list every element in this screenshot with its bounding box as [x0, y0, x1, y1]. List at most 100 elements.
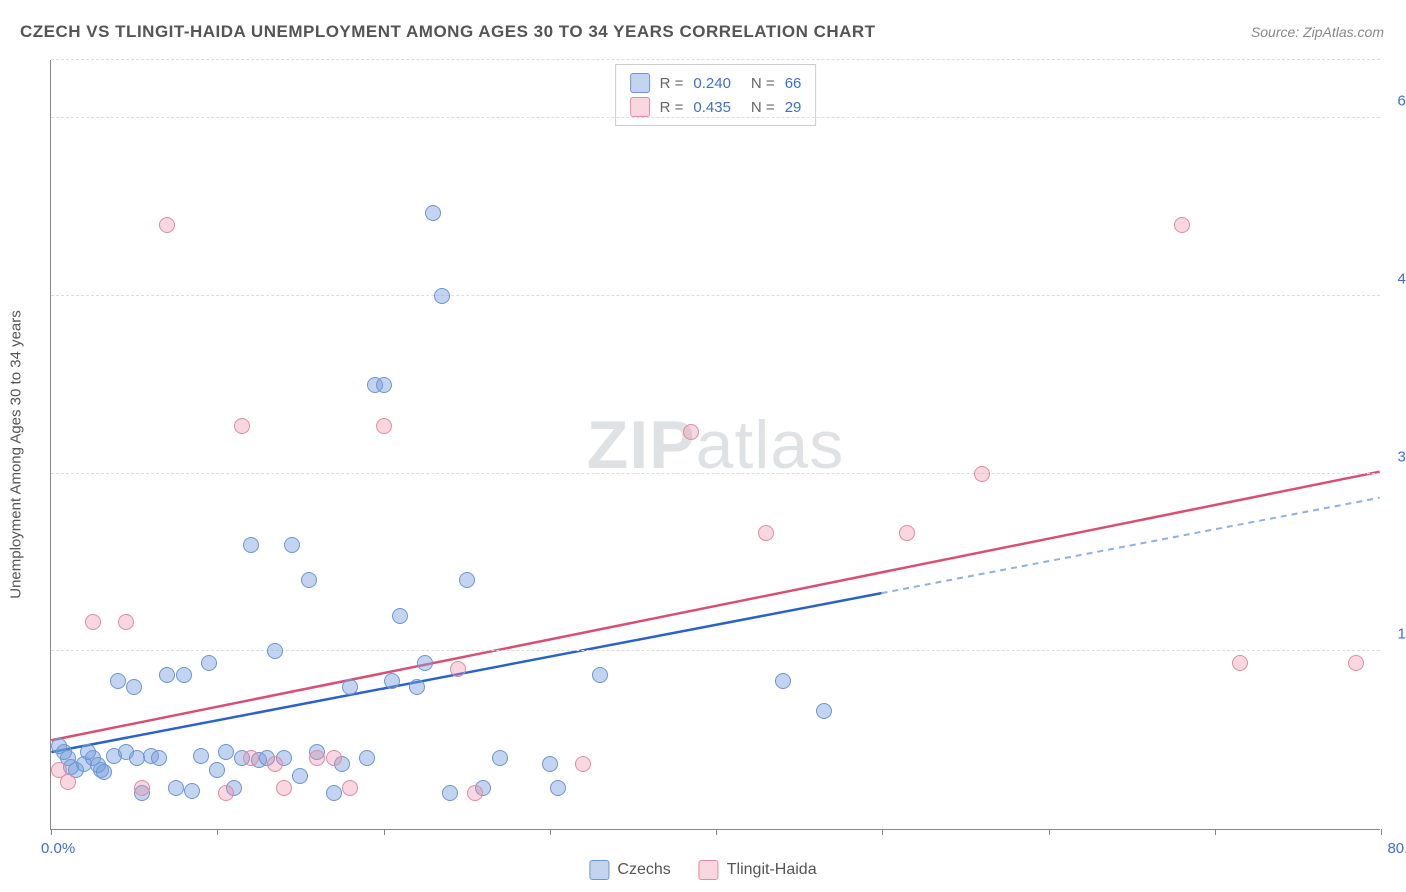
scatter-point — [450, 661, 466, 677]
scatter-point — [276, 780, 292, 796]
scatter-point — [592, 667, 608, 683]
scatter-point — [159, 217, 175, 233]
x-tick — [384, 829, 385, 835]
series-legend-item: Czechs — [589, 860, 670, 880]
scatter-point — [151, 750, 167, 766]
scatter-point — [492, 750, 508, 766]
scatter-point — [1174, 217, 1190, 233]
scatter-point — [309, 750, 325, 766]
scatter-point — [575, 756, 591, 772]
scatter-point — [442, 785, 458, 801]
scatter-point — [775, 673, 791, 689]
scatter-point — [816, 703, 832, 719]
scatter-point — [243, 537, 259, 553]
chart-container: CZECH VS TLINGIT-HAIDA UNEMPLOYMENT AMON… — [0, 0, 1406, 892]
scatter-point — [301, 572, 317, 588]
scatter-point — [1348, 655, 1364, 671]
y-tick-label: 15.0% — [1385, 626, 1406, 643]
stat-n-value: 66 — [785, 75, 802, 92]
y-tick-label: 45.0% — [1385, 270, 1406, 287]
y-tick-label: 60.0% — [1385, 93, 1406, 110]
scatter-point — [326, 750, 342, 766]
scatter-point — [409, 679, 425, 695]
scatter-point — [159, 667, 175, 683]
scatter-point — [209, 762, 225, 778]
legend-swatch — [630, 73, 650, 93]
x-tick — [1381, 829, 1382, 835]
scatter-point — [376, 418, 392, 434]
scatter-point — [284, 537, 300, 553]
x-axis-max-label: 80.0% — [1387, 840, 1406, 857]
scatter-point — [193, 748, 209, 764]
scatter-point — [292, 768, 308, 784]
series-legend-label: Tlingit-Haida — [727, 861, 817, 879]
scatter-point — [542, 756, 558, 772]
scatter-point — [342, 780, 358, 796]
series-legend-label: Czechs — [617, 861, 670, 879]
grid-line — [51, 473, 1380, 474]
series-legend: Czechs Tlingit-Haida — [589, 860, 816, 880]
x-tick — [51, 829, 52, 835]
scatter-point — [392, 608, 408, 624]
scatter-point — [899, 525, 915, 541]
x-tick — [217, 829, 218, 835]
stat-r-value: 0.240 — [693, 75, 731, 92]
y-axis-label: Unemployment Among Ages 30 to 34 years — [8, 310, 25, 599]
grid-line — [51, 295, 1380, 296]
scatter-point — [342, 679, 358, 695]
scatter-point — [359, 750, 375, 766]
scatter-point — [201, 655, 217, 671]
scatter-point — [243, 750, 259, 766]
scatter-point — [134, 780, 150, 796]
scatter-point — [467, 785, 483, 801]
stat-n-label: N = — [751, 75, 775, 92]
x-axis-min-label: 0.0% — [41, 840, 75, 857]
scatter-point — [384, 673, 400, 689]
grid-line — [51, 650, 1380, 651]
scatter-point — [267, 643, 283, 659]
scatter-point — [184, 783, 200, 799]
scatter-point — [168, 780, 184, 796]
scatter-point — [96, 764, 112, 780]
x-tick — [1215, 829, 1216, 835]
scatter-point — [234, 418, 250, 434]
scatter-point — [683, 424, 699, 440]
scatter-point — [218, 744, 234, 760]
scatter-point — [974, 466, 990, 482]
x-tick — [550, 829, 551, 835]
scatter-point — [60, 774, 76, 790]
scatter-point — [85, 614, 101, 630]
scatter-point — [376, 377, 392, 393]
chart-title: CZECH VS TLINGIT-HAIDA UNEMPLOYMENT AMON… — [20, 22, 876, 42]
scatter-point — [110, 673, 126, 689]
scatter-point — [550, 780, 566, 796]
trend-lines — [51, 60, 1380, 829]
stat-r-value: 0.435 — [693, 99, 731, 116]
x-tick — [716, 829, 717, 835]
source-attribution: Source: ZipAtlas.com — [1251, 24, 1384, 40]
scatter-point — [126, 679, 142, 695]
y-tick-label: 30.0% — [1385, 448, 1406, 465]
scatter-point — [118, 614, 134, 630]
scatter-point — [459, 572, 475, 588]
scatter-point — [326, 785, 342, 801]
legend-swatch — [630, 97, 650, 117]
stat-r-label: R = — [660, 75, 684, 92]
x-tick — [882, 829, 883, 835]
legend-swatch — [589, 860, 609, 880]
grid-line — [51, 117, 1380, 118]
stats-legend-row: R = 0.240 N = 66 — [630, 71, 802, 95]
scatter-point — [1232, 655, 1248, 671]
stat-r-label: R = — [660, 99, 684, 116]
scatter-point — [51, 738, 67, 754]
grid-line — [51, 59, 1380, 60]
stat-n-value: 29 — [785, 99, 802, 116]
stat-n-label: N = — [751, 99, 775, 116]
scatter-point — [417, 655, 433, 671]
scatter-point — [425, 205, 441, 221]
plot-area: ZIPatlas R = 0.240N = 66R = 0.435N = 29 … — [50, 60, 1380, 830]
scatter-point — [267, 756, 283, 772]
x-tick — [1049, 829, 1050, 835]
series-legend-item: Tlingit-Haida — [699, 860, 817, 880]
scatter-point — [434, 288, 450, 304]
